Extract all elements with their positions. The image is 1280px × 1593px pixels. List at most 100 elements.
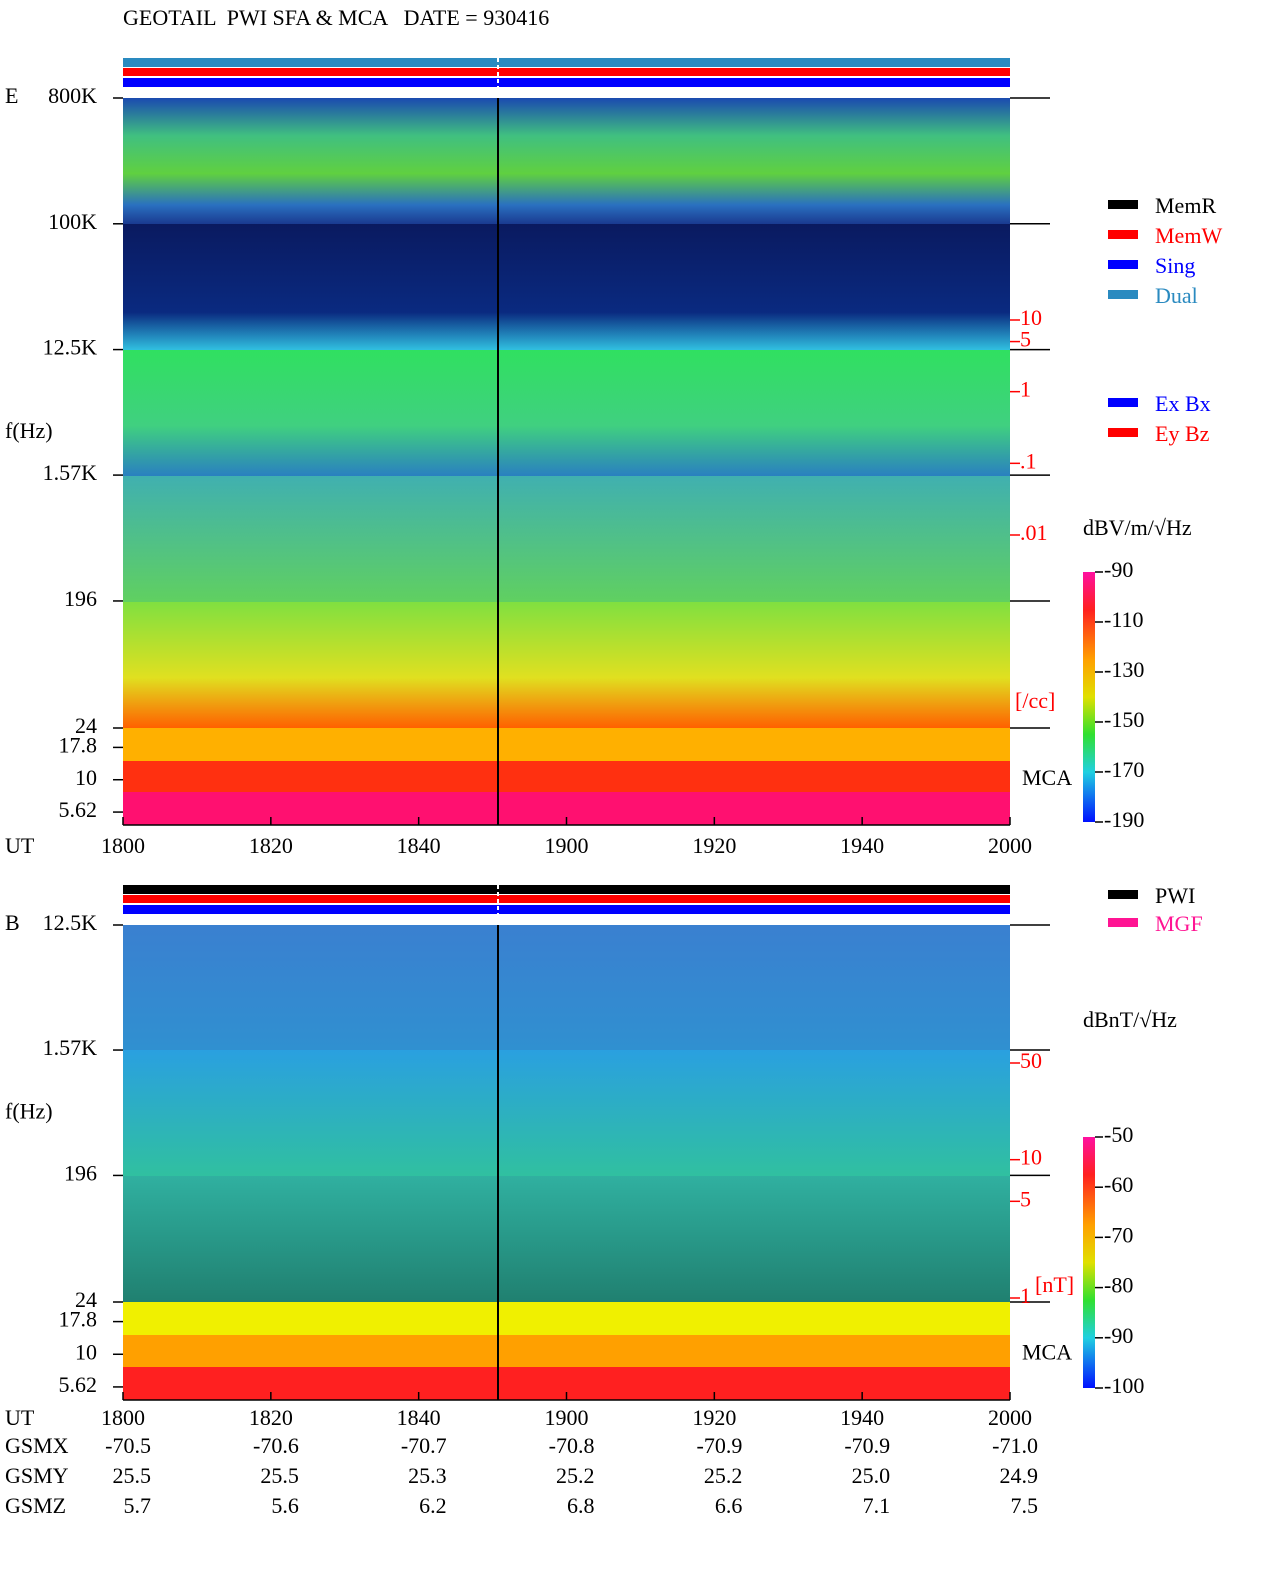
legend-swatch: [1108, 230, 1138, 239]
x-tick-label: 1940: [840, 1405, 884, 1430]
orbit-cell: 7.5: [1011, 1493, 1039, 1518]
y-tick-label: 24: [75, 1287, 97, 1312]
y2-tick-label: 5: [1020, 327, 1031, 352]
orbit-row-label: GSMX: [5, 1433, 69, 1458]
orbit-cell: 24.9: [1000, 1463, 1039, 1488]
colorbar-tick-label: -100: [1104, 1373, 1144, 1398]
y2-unit: [nT]: [1035, 1272, 1074, 1297]
mca-tick-label: 10: [75, 1339, 97, 1364]
orbit-cell: 25.0: [852, 1463, 891, 1488]
orbit-cell: 7.1: [863, 1493, 891, 1518]
legend-label: MemR: [1155, 193, 1216, 218]
orbit-cell: -70.6: [253, 1433, 299, 1458]
y-tick-label: 12.5K: [43, 335, 98, 360]
x-tick-label: 1840: [397, 1405, 441, 1430]
x-tick-label: 1940: [840, 833, 884, 858]
orbit-cell: -70.7: [401, 1433, 447, 1458]
mca-label: MCA: [1022, 1339, 1072, 1364]
orbit-cell: -70.9: [844, 1433, 890, 1458]
x-axis-label: UT: [5, 1405, 35, 1430]
orbit-cell: -70.8: [549, 1433, 595, 1458]
orbit-cell: 25.5: [113, 1463, 152, 1488]
orbit-cell: -70.5: [105, 1433, 151, 1458]
y-tick-label: 100K: [48, 209, 97, 234]
y-tick-label: 1.57K: [43, 460, 98, 485]
x-tick-label: 1840: [397, 833, 441, 858]
colorbar-label: dBV/m/√Hz: [1083, 515, 1192, 540]
legend-label: Ex Bx: [1155, 391, 1211, 416]
y-tick-label: 800K: [48, 83, 97, 108]
x-tick-label: 1900: [545, 1405, 589, 1430]
mca-tick-label: 10: [75, 765, 97, 790]
y-tick-label: 24: [75, 713, 97, 738]
colorbar-tick-label: -80: [1104, 1273, 1133, 1298]
legend-label: MemW: [1155, 223, 1222, 248]
legend-swatch: [1108, 890, 1138, 899]
colorbar-tick-label: -60: [1104, 1172, 1133, 1197]
colorbar-label: dBnT/√Hz: [1083, 1007, 1177, 1032]
x-axis-label: UT: [5, 833, 35, 858]
y2-unit: [/cc]: [1015, 688, 1055, 713]
orbit-cell: 25.3: [408, 1463, 447, 1488]
orbit-cell: 25.2: [556, 1463, 595, 1488]
mca-tick-label: 5.62: [59, 797, 98, 822]
x-tick-label: 1900: [545, 833, 589, 858]
y-tick-label: 1.57K: [43, 1035, 98, 1060]
mca-tick-label: 5.62: [59, 1372, 98, 1397]
colorbar-tick-label: -130: [1104, 657, 1144, 682]
colorbar-tick-label: -190: [1104, 807, 1144, 832]
orbit-row-label: GSMY: [5, 1463, 69, 1488]
legend-label: Ey Bz: [1155, 421, 1210, 446]
x-tick-label: 1800: [101, 1405, 145, 1430]
spectrogram-b: [123, 885, 1095, 1400]
colorbar-tick-label: -70: [1104, 1222, 1133, 1247]
orbit-cell: 6.8: [567, 1493, 595, 1518]
legend-label: Dual: [1155, 283, 1198, 308]
mca-tick-label: 17.8: [59, 1307, 98, 1332]
orbit-cell: 5.6: [271, 1493, 299, 1518]
spectrogram-e: [123, 58, 1095, 825]
x-tick-label: 1820: [249, 833, 293, 858]
orbit-cell: 25.2: [704, 1463, 743, 1488]
mca-label: MCA: [1022, 765, 1072, 790]
y2-tick-label: 50: [1020, 1048, 1042, 1073]
y2-tick-label: 1: [1020, 377, 1031, 402]
orbit-cell: 6.6: [715, 1493, 743, 1518]
x-tick-label: 2000: [988, 833, 1032, 858]
y2-tick-label: .01: [1020, 520, 1048, 545]
panel-label: B: [5, 910, 20, 935]
legend-swatch: [1108, 918, 1138, 927]
x-tick-label: 1920: [692, 1405, 736, 1430]
x-tick-label: 1920: [692, 833, 736, 858]
y-tick-label: 196: [64, 586, 97, 611]
legend-label: Sing: [1155, 253, 1195, 278]
panel-label: E: [5, 83, 18, 108]
colorbar-tick-label: -90: [1104, 557, 1133, 582]
legend-swatch: [1108, 290, 1138, 299]
legend-label: MGF: [1155, 911, 1203, 936]
y2-tick-label: 10: [1020, 305, 1042, 330]
mca-tick-label: 17.8: [59, 732, 98, 757]
orbit-cell: -70.9: [697, 1433, 743, 1458]
y-tick-label: 196: [64, 1160, 97, 1185]
x-tick-label: 2000: [988, 1405, 1032, 1430]
y-axis-label: f(Hz): [5, 418, 53, 443]
legend-swatch: [1108, 428, 1138, 437]
orbit-row-label: GSMZ: [5, 1493, 66, 1518]
colorbar-tick-label: -110: [1104, 607, 1144, 632]
colorbar-tick-label: -90: [1104, 1323, 1133, 1348]
legend-swatch: [1108, 398, 1138, 407]
y2-tick-label: .1: [1020, 448, 1037, 473]
y2-tick-label: 10: [1020, 1145, 1042, 1170]
orbit-cell: -71.0: [992, 1433, 1038, 1458]
y2-tick-label: 1: [1020, 1283, 1031, 1308]
legend-label: PWI: [1155, 883, 1195, 908]
y2-tick-label: 5: [1020, 1186, 1031, 1211]
x-tick-label: 1820: [249, 1405, 293, 1430]
colorbar-tick-label: -150: [1104, 707, 1144, 732]
orbit-cell: 25.5: [260, 1463, 299, 1488]
orbit-cell: 5.7: [124, 1493, 152, 1518]
orbit-cell: 6.2: [419, 1493, 447, 1518]
